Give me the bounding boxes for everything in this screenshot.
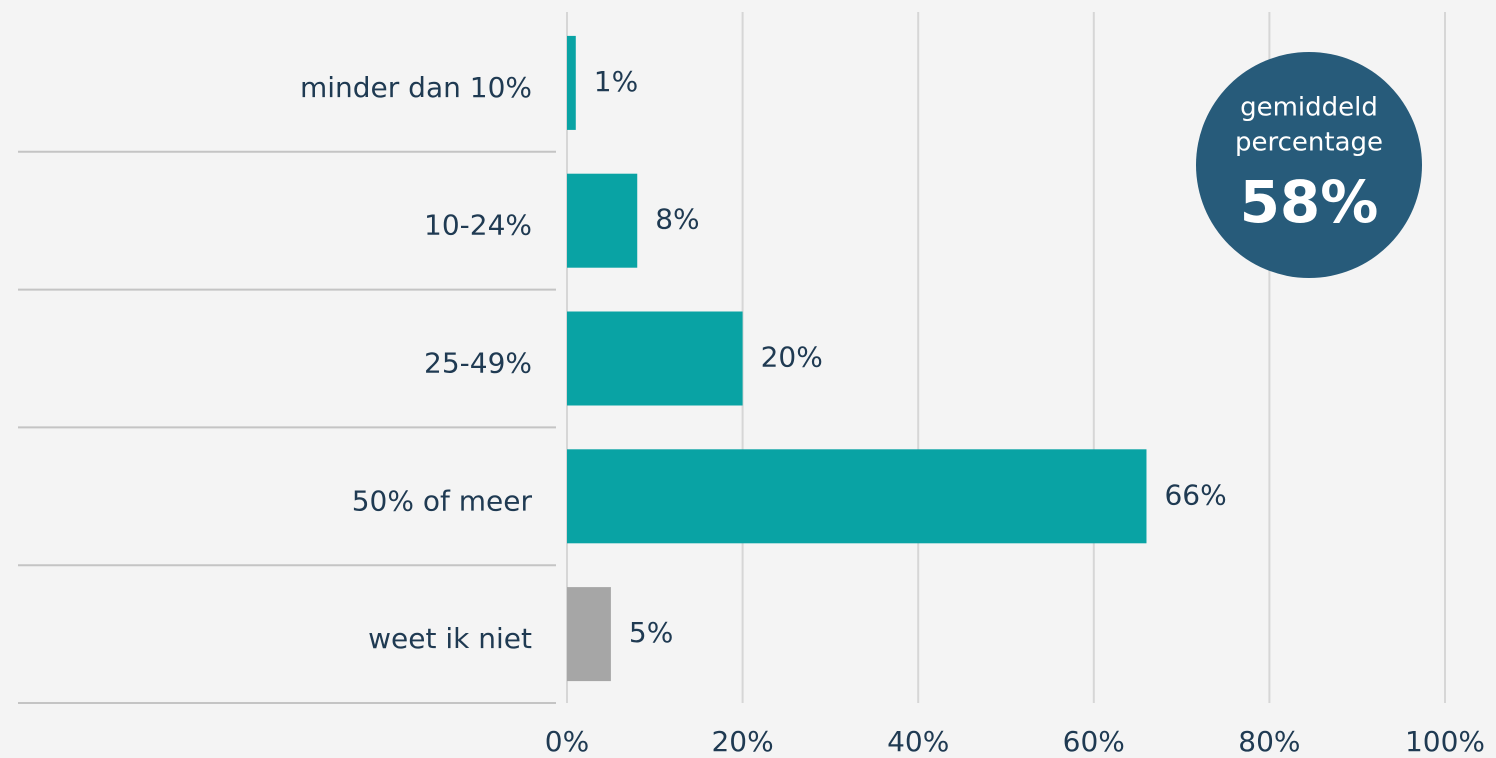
category-label: weet ik niet (368, 622, 532, 655)
bar (567, 173, 638, 268)
x-tick-label: 40% (887, 725, 949, 758)
x-tick-label: 60% (1063, 725, 1125, 758)
data-label: 5% (629, 616, 673, 649)
data-label: 66% (1164, 478, 1226, 511)
x-tick-label: 100% (1405, 725, 1485, 758)
bar (567, 449, 1147, 544)
data-label: 8% (655, 203, 699, 236)
badge-label: percentage (1235, 128, 1383, 158)
bar (567, 311, 743, 406)
x-tick-label: 0% (545, 725, 589, 758)
badge-label: gemiddeld (1240, 93, 1378, 123)
x-tick-label: 20% (711, 725, 773, 758)
x-tick-label: 80% (1238, 725, 1300, 758)
category-label: 10-24% (424, 209, 532, 242)
bar (567, 35, 576, 130)
bar (567, 587, 611, 682)
category-label: minder dan 10% (300, 71, 532, 104)
data-label: 1% (594, 65, 638, 98)
category-label: 50% of meer (352, 484, 533, 517)
category-label: 25-49% (424, 347, 532, 380)
data-label: 20% (761, 341, 823, 374)
average-badge (1196, 52, 1422, 278)
badge-value: 58% (1240, 168, 1379, 236)
